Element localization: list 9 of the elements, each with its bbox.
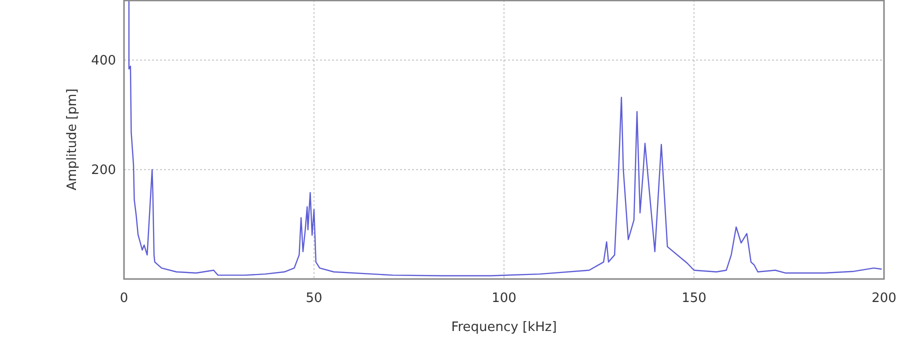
y-axis-title: Amplitude [pm] <box>65 88 80 190</box>
x-tick-label: 50 <box>306 291 322 306</box>
x-tick-label: 0 <box>120 291 128 306</box>
y-tick-label: 400 <box>91 53 116 68</box>
x-tick-label: 150 <box>682 291 706 306</box>
line-series <box>128 0 882 276</box>
x-axis-title: Frequency [kHz] <box>451 320 557 335</box>
x-tick-label: 100 <box>492 291 516 306</box>
x-tick-label: 200 <box>872 291 896 306</box>
